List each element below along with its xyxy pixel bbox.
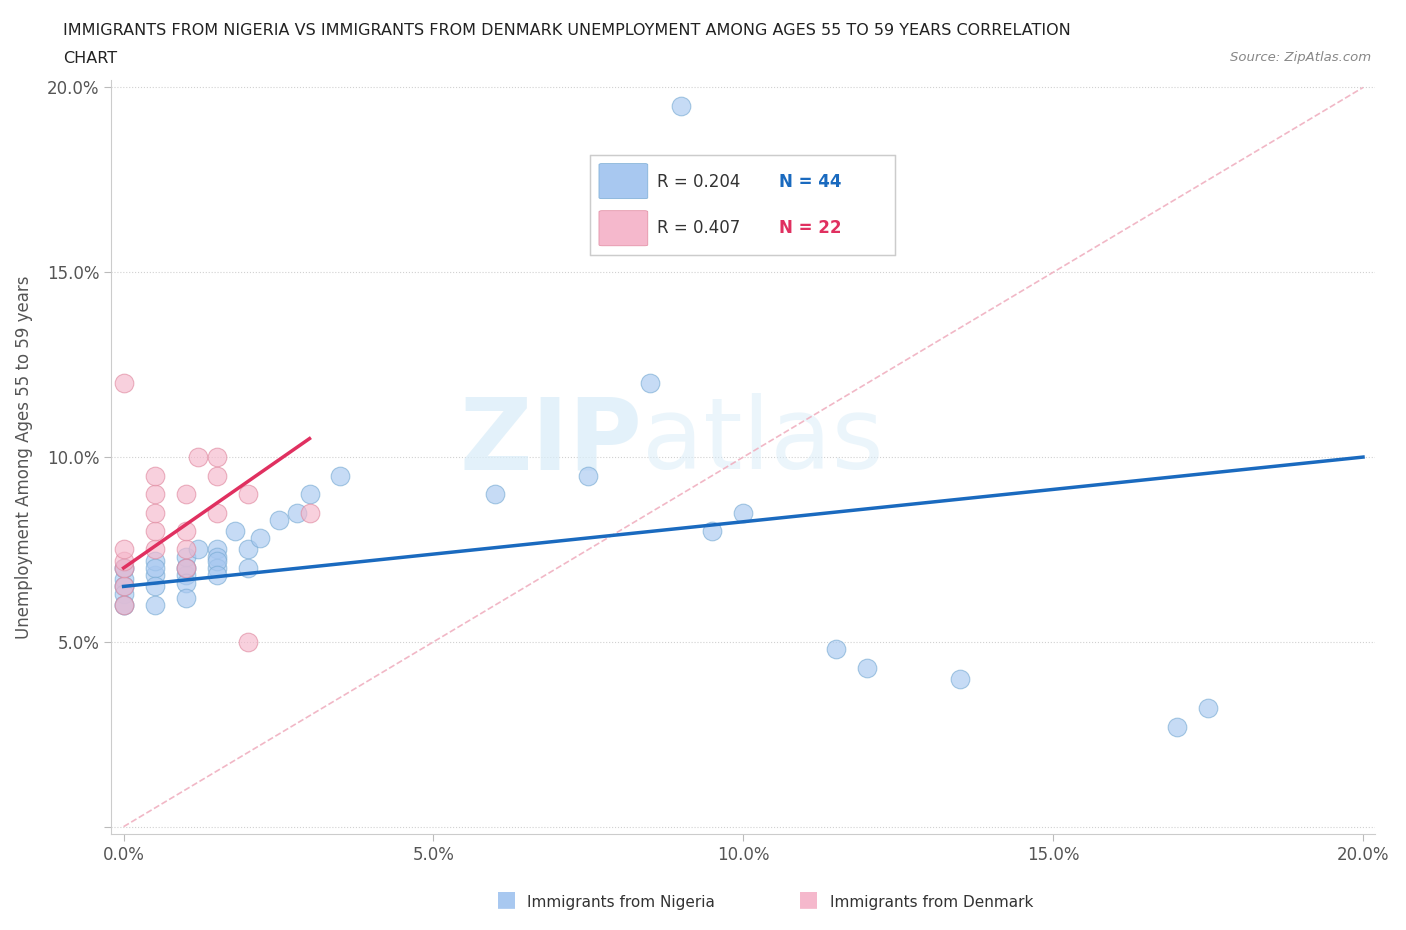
Point [298, 505, 321, 520]
Point [285, 505, 308, 520]
Point [112, 587, 135, 602]
Point [174, 542, 197, 557]
Point [249, 531, 271, 546]
Point [576, 468, 599, 483]
Point [187, 449, 209, 464]
Point [205, 568, 228, 583]
Point [112, 561, 135, 576]
Point [856, 660, 879, 675]
Text: N = 44: N = 44 [779, 173, 841, 191]
Text: IMMIGRANTS FROM NIGERIA VS IMMIGRANTS FROM DENMARK UNEMPLOYMENT AMONG AGES 55 TO: IMMIGRANTS FROM NIGERIA VS IMMIGRANTS FR… [63, 23, 1071, 38]
Point [1197, 701, 1219, 716]
Point [205, 449, 228, 464]
Point [671, 99, 693, 113]
Point [143, 542, 166, 557]
Point [143, 468, 166, 483]
Point [143, 579, 166, 594]
Point [112, 572, 135, 587]
Point [143, 486, 166, 501]
Point [702, 524, 724, 538]
Point [112, 597, 135, 612]
Point [112, 561, 135, 576]
Point [112, 579, 135, 594]
Text: R = 0.204: R = 0.204 [657, 173, 741, 191]
Point [112, 597, 135, 612]
Point [174, 561, 197, 576]
Text: ZIP: ZIP [460, 393, 643, 490]
Point [205, 561, 228, 576]
Point [298, 486, 321, 501]
Point [205, 550, 228, 565]
Point [174, 524, 197, 538]
Point [733, 505, 755, 520]
Point [112, 553, 135, 568]
Point [174, 568, 197, 583]
Text: ■: ■ [799, 889, 818, 910]
Point [112, 376, 135, 391]
Point [205, 468, 228, 483]
Point [174, 550, 197, 565]
Point [236, 634, 259, 649]
Point [949, 671, 972, 686]
Point [112, 561, 135, 576]
Point [236, 542, 259, 557]
Point [236, 561, 259, 576]
Text: N = 22: N = 22 [779, 219, 841, 237]
Point [484, 486, 506, 501]
Point [174, 486, 197, 501]
Point [174, 561, 197, 576]
Text: atlas: atlas [643, 393, 884, 490]
Point [112, 542, 135, 557]
Point [205, 505, 228, 520]
Point [143, 568, 166, 583]
Point [224, 524, 246, 538]
Point [112, 579, 135, 594]
Point [174, 576, 197, 591]
Text: R = 0.407: R = 0.407 [657, 219, 740, 237]
Text: ■: ■ [496, 889, 516, 910]
Point [187, 542, 209, 557]
Point [112, 579, 135, 594]
Point [143, 561, 166, 576]
Point [267, 512, 290, 527]
Point [640, 376, 662, 391]
Point [205, 542, 228, 557]
Point [174, 590, 197, 604]
Point [174, 561, 197, 576]
Point [143, 597, 166, 612]
FancyBboxPatch shape [599, 164, 648, 199]
Point [329, 468, 352, 483]
Text: Immigrants from Denmark: Immigrants from Denmark [830, 895, 1033, 910]
Text: Immigrants from Nigeria: Immigrants from Nigeria [527, 895, 716, 910]
Point [825, 642, 848, 657]
Point [1166, 720, 1188, 735]
Point [143, 505, 166, 520]
Point [143, 553, 166, 568]
Text: CHART: CHART [63, 51, 117, 66]
Point [143, 524, 166, 538]
Point [236, 486, 259, 501]
Y-axis label: Unemployment Among Ages 55 to 59 years: Unemployment Among Ages 55 to 59 years [15, 275, 32, 639]
Point [205, 553, 228, 568]
Point [112, 597, 135, 612]
FancyBboxPatch shape [599, 211, 648, 246]
Text: Source: ZipAtlas.com: Source: ZipAtlas.com [1230, 51, 1371, 64]
